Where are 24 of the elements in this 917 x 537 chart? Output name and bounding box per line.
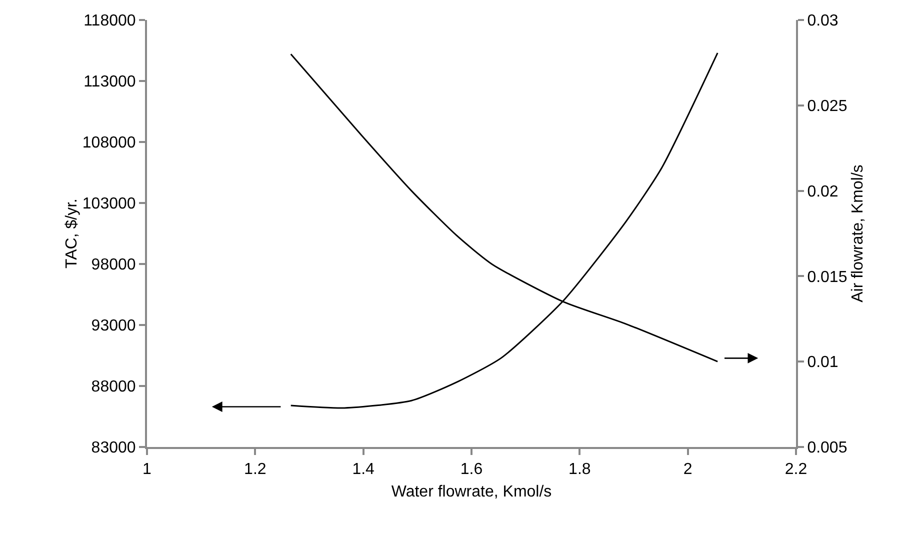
x-tick-label: 1.4 <box>352 461 375 478</box>
y-tick-label: 108000 <box>82 134 136 152</box>
y2-tick-label: 0.02 <box>807 183 838 200</box>
y2-tick-label: 0.015 <box>807 268 848 286</box>
y2-tick-label: 0.025 <box>807 98 848 115</box>
y-tick-label: 98000 <box>91 256 136 274</box>
x-tick-label: 1.2 <box>244 461 266 478</box>
y2-tick-label: 0.01 <box>807 354 838 372</box>
y2-tick-label: 0.03 <box>807 12 838 30</box>
y-tick-label: 88000 <box>91 378 136 396</box>
y-tick-label: 113000 <box>84 74 136 91</box>
x-axis-title: Water flowrate, Kmol/s <box>391 483 552 500</box>
y-tick-label: 103000 <box>82 196 136 213</box>
x-tick-label: 1.8 <box>568 461 591 478</box>
x-tick-label: 1.6 <box>460 461 483 478</box>
x-tick-label: 2.2 <box>784 461 808 478</box>
y-tick-label: 118000 <box>84 12 136 30</box>
y2-axis-title: Air flowrate, Kmol/s <box>849 164 866 302</box>
x-tick-label: 2 <box>683 461 692 478</box>
y-tick-label: 83000 <box>91 440 136 457</box>
x-tick-label: 1 <box>142 461 152 478</box>
y-axis-title: TAC, $/yr. <box>63 198 80 268</box>
y2-tick-label: 0.005 <box>807 440 848 457</box>
y-tick-label: 93000 <box>91 318 136 335</box>
